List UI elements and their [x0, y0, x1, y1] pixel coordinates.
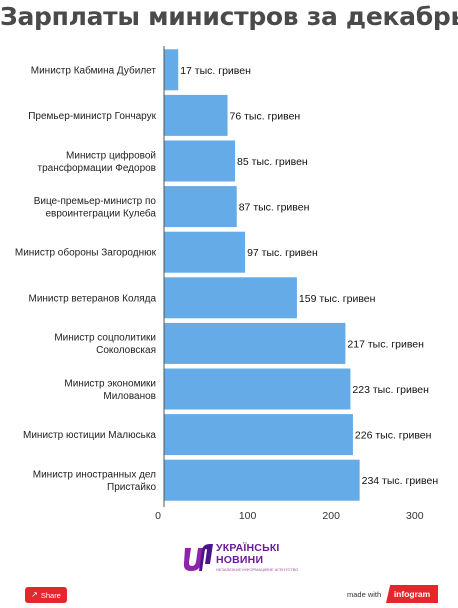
infogram-link[interactable]: infogram [386, 585, 438, 603]
bar [164, 368, 351, 410]
category-label: Министр соцполитики [54, 333, 156, 344]
bar [164, 322, 346, 364]
share-icon: ↗ [31, 590, 38, 599]
category-label: Министр обороны Загороднюк [15, 247, 157, 259]
bar-value-label: 87 тыс. гривен [239, 202, 310, 214]
category-label: Милованов [103, 391, 156, 402]
x-tick-label: 300 [406, 510, 424, 522]
category-label: Вице-премьер-министр по [34, 196, 157, 207]
bar [164, 186, 237, 228]
bar-value-label: 226 тыс. гривен [355, 430, 432, 442]
category-label: Министр Кабмина Дубилет [31, 64, 157, 76]
bar-chart: 17 тыс. гривен Министр Кабмина Дубилет 76 … [15, 46, 439, 522]
bar [164, 277, 297, 319]
bar-value-label: 85 тыс. гривен [237, 156, 308, 168]
bar-value-label: 76 тыс. гривен [230, 110, 301, 122]
made-with-text: made with [347, 590, 382, 599]
ukrainski-novyny-logo: УКРАЇНСЬКІ НОВИНИ НЕЗАЛЕЖНЕ ІНФОРМАЦІЙНЕ… [182, 540, 298, 576]
category-label: трансформации Федоров [38, 162, 156, 174]
category-label: Соколовская [96, 345, 156, 356]
category-label: Министр иностранных дел [33, 469, 156, 480]
bar [164, 49, 179, 91]
x-tick-label: 200 [322, 510, 340, 522]
logo-tagline: НЕЗАЛЕЖНЕ ІНФОРМАЦІЙНЕ АГЕНТСТВО [216, 567, 299, 572]
bar-value-label: 223 тыс. гривен [352, 384, 429, 396]
bar-value-label: 17 тыс. гривен [180, 65, 251, 77]
category-label: Министр юстиции Малюська [23, 430, 156, 441]
bar [164, 231, 246, 273]
bar [164, 140, 236, 182]
x-tick-label: 100 [239, 510, 257, 522]
share-button[interactable]: ↗ Share [25, 587, 67, 603]
un-logo-icon [183, 544, 213, 571]
bar-value-label: 97 тыс. гривен [247, 247, 318, 259]
bar [164, 459, 360, 501]
bar-value-label: 217 тыс. гривен [347, 338, 424, 350]
category-label: Министр цифровой [66, 149, 156, 161]
logo-text-line2: НОВИНИ [216, 554, 264, 566]
bar [164, 414, 353, 456]
logo-text-line1: УКРАЇНСЬКІ [216, 542, 280, 554]
bar-value-label: 234 тыс. гривен [362, 475, 439, 487]
bar [164, 94, 228, 136]
category-label: Премьер-министр Гончарук [28, 111, 156, 122]
category-label: Министр ветеранов Коляда [28, 293, 156, 304]
category-label: евроинтеграции Кулеба [45, 207, 156, 219]
share-label: Share [40, 590, 61, 600]
chart-title: Зарплаты министров за декабрь [0, 2, 458, 31]
category-label: Пристайко [107, 482, 156, 493]
bar-value-label: 159 тыс. гривен [299, 293, 376, 305]
x-tick-label: 0 [155, 510, 161, 522]
category-label: Министр экономики [64, 378, 156, 389]
